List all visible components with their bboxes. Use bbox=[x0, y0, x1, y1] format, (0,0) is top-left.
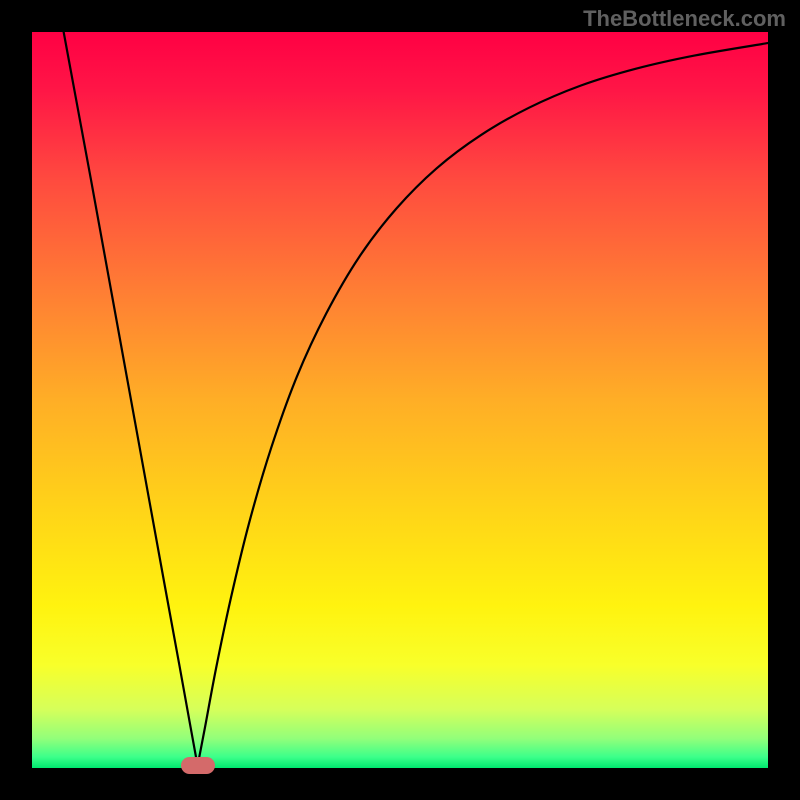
optimal-marker bbox=[181, 757, 215, 774]
chart-container: TheBottleneck.com bbox=[0, 0, 800, 800]
plot-area bbox=[32, 32, 768, 768]
bottleneck-curve bbox=[32, 32, 768, 768]
watermark-text: TheBottleneck.com bbox=[583, 6, 786, 32]
